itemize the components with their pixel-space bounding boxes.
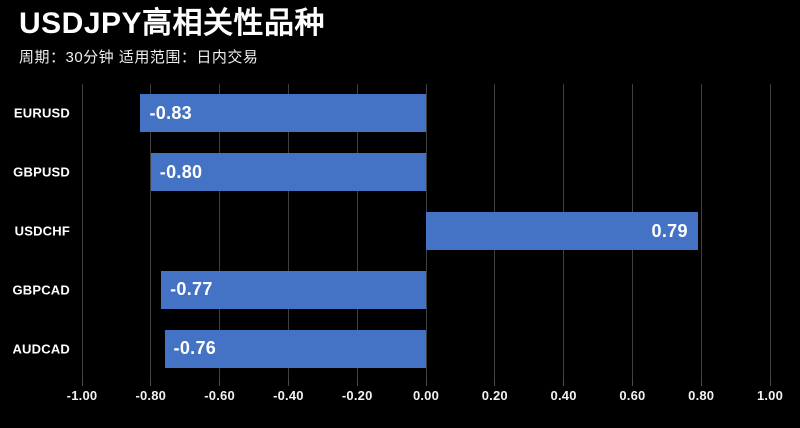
bar-gbpusd: -0.80 <box>150 153 426 192</box>
category-axis: EURUSD GBPUSD USDCHF GBPCAD AUDCAD <box>0 84 70 378</box>
gridline <box>81 84 83 378</box>
x-axis-tick-label: 0.60 <box>619 388 646 403</box>
axis-tick <box>700 378 702 386</box>
gridline <box>287 84 289 378</box>
axis-tick <box>631 378 633 386</box>
category-label-audcad: AUDCAD <box>12 341 70 357</box>
bar-value-label: -0.76 <box>173 338 217 359</box>
x-axis-tick-label: 0.20 <box>481 388 508 403</box>
bar-gbpcad: -0.77 <box>161 270 426 309</box>
axis-tick <box>81 378 83 386</box>
gridline <box>150 84 152 378</box>
category-label-gbpusd: GBPUSD <box>13 164 70 180</box>
x-axis: -1.00 -0.80 -0.60 -0.40 -0.20 0.00 0.20 0.40 0.6… <box>67 388 783 406</box>
gridline <box>769 84 771 378</box>
bar-eurusd: -0.83 <box>140 94 426 133</box>
x-axis-tick-label: -0.40 <box>273 388 304 403</box>
chart-title: USDJPY高相关性品种 <box>19 7 326 40</box>
gridline <box>219 84 221 378</box>
x-axis-tick-label: 0.40 <box>550 388 577 403</box>
axis-tick <box>425 378 427 386</box>
axis-tick <box>769 378 771 386</box>
gridline <box>700 84 702 378</box>
bar-usdchf: 0.79 <box>426 212 698 250</box>
bar-value-label: -0.83 <box>149 102 192 123</box>
bar-value-label: 0.79 <box>651 220 688 241</box>
x-axis-tick-label: 0.00 <box>412 388 440 403</box>
category-label-gbpcad: GBPCAD <box>12 282 70 298</box>
plot-area: -0.83 -0.80 0.79 -0.77 -0.76 <box>81 84 771 386</box>
x-axis-tick-label: -0.80 <box>135 388 167 403</box>
bar-audcad: -0.76 <box>164 329 426 368</box>
x-axis-tick-label: -0.60 <box>204 388 235 403</box>
chart-subtitle: 周期：30分钟 适用范围：日内交易 <box>19 49 259 66</box>
chart-header: USDJPY高相关性品种 周期：30分钟 适用范围：日内交易 <box>19 6 325 67</box>
bar-value-label: -0.80 <box>159 161 203 182</box>
axis-tick <box>287 378 289 386</box>
axis-tick <box>356 378 358 386</box>
bar-value-label: -0.77 <box>170 279 213 300</box>
axis-tick <box>150 378 152 386</box>
x-axis-tick-label: 0.80 <box>688 388 715 403</box>
gridline <box>356 84 358 378</box>
x-axis-tick-label: -0.20 <box>341 388 373 403</box>
axis-tick <box>494 378 496 386</box>
axis-tick <box>563 378 565 386</box>
axis-tick <box>219 378 221 386</box>
x-axis-tick-label: 1.00 <box>756 388 784 403</box>
category-label-usdchf: USDCHF <box>14 223 70 239</box>
category-label-eurusd: EURUSD <box>13 105 70 121</box>
x-axis-tick-label: -1.00 <box>66 388 98 403</box>
